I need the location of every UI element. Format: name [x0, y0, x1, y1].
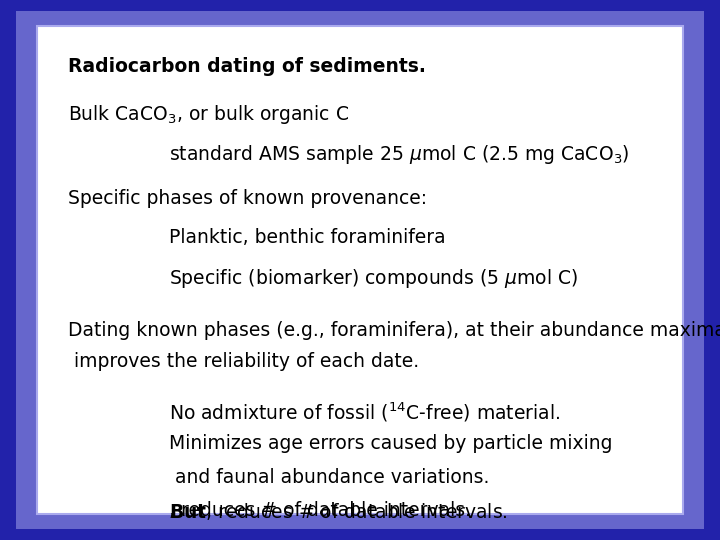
Text: $\bf{But}$, reduces # of datable intervals.: $\bf{But}$, reduces # of datable interva… — [169, 501, 508, 522]
Text: , reduces # of datable intervals.: , reduces # of datable intervals. — [169, 501, 471, 520]
Text: No admixture of fossil ($^{14}$C-free) material.: No admixture of fossil ($^{14}$C-free) m… — [169, 401, 560, 424]
Text: improves the reliability of each date.: improves the reliability of each date. — [68, 352, 420, 371]
Text: Radiocarbon dating of sediments.: Radiocarbon dating of sediments. — [68, 57, 426, 76]
FancyBboxPatch shape — [37, 26, 683, 514]
Text: and faunal abundance variations.: and faunal abundance variations. — [169, 468, 490, 487]
Text: Specific (biomarker) compounds (5 $\mu$mol C): Specific (biomarker) compounds (5 $\mu$m… — [169, 267, 578, 290]
Text: standard AMS sample 25 $\mu$mol C (2.5 mg CaCO$_3$): standard AMS sample 25 $\mu$mol C (2.5 m… — [169, 143, 630, 166]
Text: Dating known phases (e.g., foraminifera), at their abundance maxima,: Dating known phases (e.g., foraminifera)… — [68, 321, 720, 340]
Text: Planktic, benthic foraminifera: Planktic, benthic foraminifera — [169, 228, 446, 247]
Text: Minimizes age errors caused by particle mixing: Minimizes age errors caused by particle … — [169, 434, 613, 453]
Text: Specific phases of known provenance:: Specific phases of known provenance: — [68, 189, 428, 208]
Text: Bulk CaCO$_3$, or bulk organic C: Bulk CaCO$_3$, or bulk organic C — [68, 103, 349, 126]
FancyBboxPatch shape — [16, 11, 704, 529]
